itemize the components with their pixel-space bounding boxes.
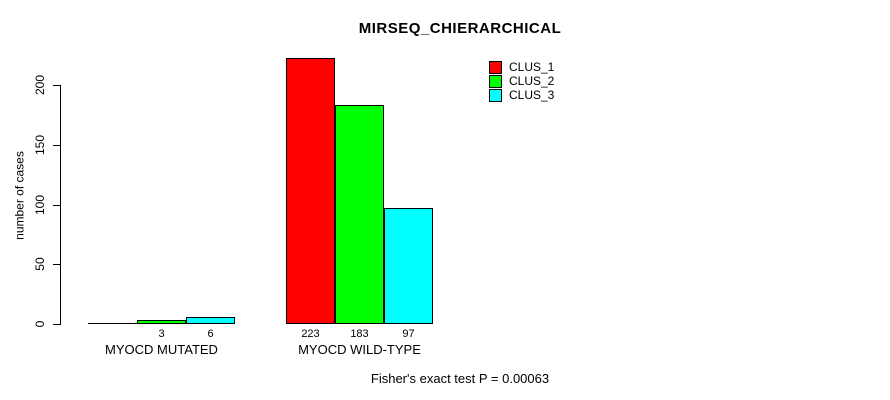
y-tick-label: 0 — [33, 320, 47, 328]
category-label: MYOCD MUTATED — [105, 342, 218, 357]
legend-row: CLUS_1 — [489, 61, 554, 74]
y-tick — [53, 324, 60, 325]
y-tick — [53, 205, 60, 206]
y-axis-label: number of cases — [12, 151, 27, 240]
legend-label: CLUS_2 — [509, 74, 555, 88]
y-tick-label: 150 — [33, 134, 47, 156]
legend-row: CLUS_3 — [489, 89, 554, 102]
chart-title: MIRSEQ_CHIERARCHICAL — [358, 20, 562, 37]
bar-clus_3 — [186, 317, 235, 324]
bar-value-label: 223 — [301, 328, 320, 340]
bar-value-label: 183 — [350, 328, 369, 340]
legend-label: CLUS_1 — [509, 60, 555, 74]
bar-value-label: 3 — [158, 328, 165, 340]
y-tick-label: 100 — [33, 194, 47, 216]
legend-swatch-clus_2 — [489, 75, 502, 88]
y-tick — [53, 145, 60, 146]
y-tick-label: 50 — [33, 257, 47, 271]
legend-row: CLUS_2 — [489, 75, 554, 88]
y-axis-line — [60, 85, 61, 325]
legend-label: CLUS_3 — [509, 88, 555, 102]
legend-swatch-clus_3 — [489, 89, 502, 102]
bar-clus_1 — [286, 58, 335, 324]
stat-annotation: Fisher's exact test P = 0.00063 — [370, 371, 550, 386]
bar-clus_2 — [335, 105, 384, 324]
bar-clus_3 — [384, 208, 433, 324]
bar-value-label: 97 — [402, 328, 415, 340]
category-label: MYOCD WILD-TYPE — [298, 342, 421, 357]
bar-value-label: 6 — [207, 328, 214, 340]
bar-clus_1-zero — [88, 323, 137, 324]
bar-clus_2 — [137, 320, 186, 324]
y-tick — [53, 264, 60, 265]
legend: CLUS_1 CLUS_2 CLUS_3 — [489, 61, 554, 103]
y-tick — [53, 85, 60, 86]
legend-swatch-clus_1 — [489, 61, 502, 74]
y-tick-label: 200 — [33, 74, 47, 96]
